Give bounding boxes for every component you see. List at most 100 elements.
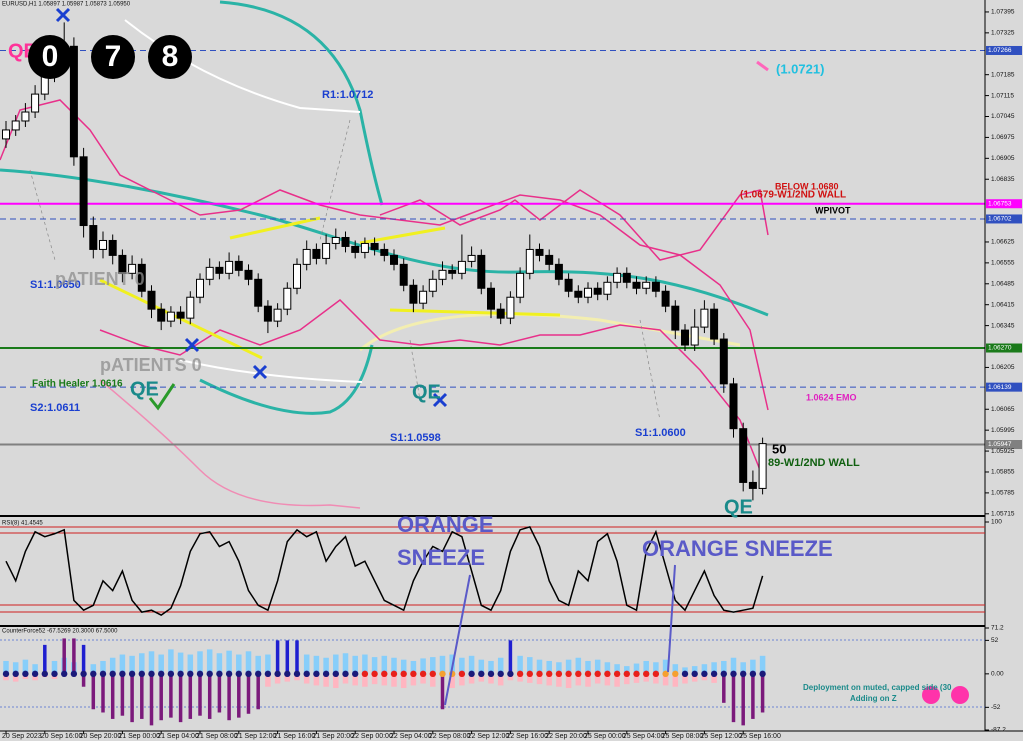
- histogram-bar: [741, 673, 745, 726]
- price-level-box: [986, 343, 1022, 353]
- signal-dot: [526, 670, 533, 678]
- candle-body: [31, 93, 40, 113]
- histogram-bar: [488, 673, 494, 684]
- signal-dot: [177, 670, 184, 678]
- histogram-bar: [313, 655, 320, 674]
- histogram-bar: [371, 673, 378, 685]
- signal-dot: [60, 670, 68, 678]
- signal-dot: [51, 670, 58, 678]
- histogram-bar: [130, 673, 134, 723]
- signal-dot: [196, 670, 204, 678]
- histogram-bar: [109, 657, 116, 674]
- histogram-bar: [459, 657, 465, 674]
- histogram-bar: [731, 673, 736, 723]
- histogram-bar: [478, 673, 485, 682]
- signal-dot: [740, 670, 747, 678]
- x-tick-label: 20 Sep 2023: [2, 733, 42, 740]
- candle-body: [360, 242, 369, 253]
- signal-marks: [55, 7, 448, 411]
- x-tick-label: 22 Sep 20:00: [545, 733, 587, 740]
- signal-dot: [652, 670, 660, 678]
- histogram-bar: [604, 662, 611, 674]
- histogram-bar: [507, 673, 514, 681]
- candle-body: [467, 254, 476, 262]
- candle-body: [225, 260, 234, 274]
- histogram-bar: [410, 673, 417, 686]
- candle-body: [603, 281, 612, 295]
- candle-body: [341, 236, 350, 247]
- histogram-bar: [285, 640, 290, 674]
- candle-body: [535, 248, 544, 256]
- signal-dot: [730, 670, 737, 678]
- candle-body: [739, 428, 748, 483]
- candle-body: [273, 308, 282, 322]
- histogram-bar: [759, 655, 766, 674]
- annotation: Faith Healer 1.0616: [32, 379, 123, 390]
- histogram-bar: [604, 673, 611, 686]
- price-level-label: 1.06702: [988, 216, 1012, 223]
- signal-dot: [516, 670, 524, 678]
- histogram-bar: [81, 673, 86, 687]
- histogram-bar: [750, 659, 756, 674]
- histogram-bar: [177, 652, 184, 674]
- histogram-bar: [624, 666, 630, 674]
- histogram-bar: [565, 659, 572, 674]
- histogram-bar: [721, 660, 727, 674]
- y-tick-label: 1.07185: [991, 71, 1015, 78]
- histogram-bar: [188, 673, 193, 719]
- signal-dot: [303, 670, 310, 678]
- candles: 1.07395 1.07325 1.07185 1.07115 1.07045 1.069…: [2, 9, 1015, 740]
- band: [379, 189, 769, 261]
- histogram-bar: [662, 659, 669, 674]
- annotation: 1.0624 EMO: [806, 392, 857, 402]
- histogram-bar: [497, 657, 504, 674]
- histogram-bar: [585, 660, 591, 674]
- band: [99, 379, 361, 509]
- candle-body: [263, 305, 272, 322]
- candle-body: [525, 248, 534, 274]
- histogram-bar: [643, 660, 649, 674]
- histogram-bar: [410, 660, 417, 674]
- histogram-bar: [420, 673, 426, 684]
- x-tick-label: 21 Sep 00:00: [118, 733, 160, 740]
- histogram-bar: [575, 657, 582, 674]
- histogram-bar: [333, 673, 339, 689]
- x-tick-label: 25 Sep 00:00: [584, 733, 626, 740]
- histogram-bar: [459, 673, 465, 686]
- histogram-bar: [284, 673, 291, 682]
- y-tick-label: 1.07045: [991, 113, 1015, 120]
- panel-title: RSI(8) 41.4545: [2, 521, 43, 527]
- signal-dot: [662, 670, 669, 678]
- histogram-bar: [614, 673, 620, 687]
- histogram-bar: [478, 659, 485, 674]
- signal-dot: [497, 670, 504, 678]
- hist-levels: [0, 639, 985, 708]
- price-level-box: [986, 440, 1022, 450]
- candle-body: [137, 263, 146, 292]
- y-tick-label: 1.06485: [991, 281, 1015, 288]
- y-tick-label: 100: [991, 519, 1002, 526]
- signal-dot: [352, 670, 359, 678]
- signal-dot: [594, 670, 601, 678]
- signal-dot: [274, 670, 281, 678]
- signal-dot: [584, 670, 592, 678]
- cross-mark: [252, 364, 268, 380]
- signal-dot: [643, 670, 650, 678]
- y-tick-label: 0.00: [991, 671, 1004, 678]
- histogram-bar: [303, 673, 310, 684]
- price-level-label: 1.06753: [988, 200, 1012, 207]
- signal-dot: [332, 670, 339, 678]
- indicator-panels: EURUSD,H1 1.05897 1.05987 1.05873 1.0595…: [2, 2, 1006, 734]
- levels: 1.07266 1.06753 1.06702 1.06270 1.06139 1.059…: [0, 45, 1022, 450]
- histogram-bar: [226, 650, 232, 674]
- histogram-bar: [187, 654, 194, 674]
- candle-body: [516, 272, 525, 298]
- histogram-bar: [159, 673, 163, 721]
- annotations: QE R1:1.0712 S1:1.0650 Faith Healer 1.0616 S…: [8, 35, 952, 703]
- x-tick-label: 20 Sep 20:00: [80, 733, 122, 740]
- badge: [91, 35, 135, 79]
- histogram-bar: [90, 664, 97, 674]
- histogram-bar: [294, 673, 300, 681]
- candle-body: [147, 290, 156, 310]
